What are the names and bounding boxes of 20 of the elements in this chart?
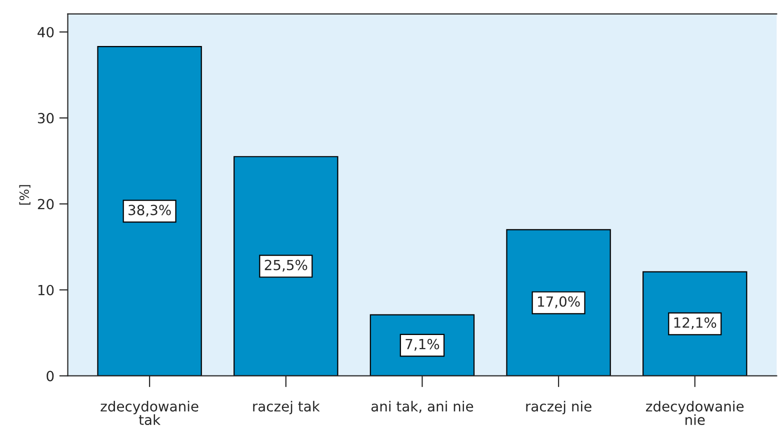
y-axis-title: [%] xyxy=(19,185,30,205)
data-label: 38,3% xyxy=(128,204,171,217)
bar xyxy=(642,271,748,376)
y-tick-label: 40 xyxy=(38,26,54,38)
data-label: 7,1% xyxy=(406,338,440,351)
x-tick-label: zdecydowanie tak xyxy=(100,400,198,426)
y-tick-label: 10 xyxy=(38,284,54,296)
bar xyxy=(97,46,202,376)
x-tick-label: zdecydowanie nie xyxy=(646,400,744,426)
bar xyxy=(234,156,338,376)
x-tick-label: raczej tak xyxy=(253,400,320,414)
y-tick-label: 0 xyxy=(46,370,54,382)
data-label: 12,1% xyxy=(674,317,716,330)
data-label: 25,5% xyxy=(264,260,308,272)
y-tick-label: 30 xyxy=(38,112,54,124)
x-tick-label: raczej nie xyxy=(526,400,592,414)
y-tick-label: 20 xyxy=(38,198,54,210)
x-tick-label: ani tak, ani nie xyxy=(371,400,474,414)
bar xyxy=(506,229,611,376)
data-label: 17,0% xyxy=(538,296,580,308)
